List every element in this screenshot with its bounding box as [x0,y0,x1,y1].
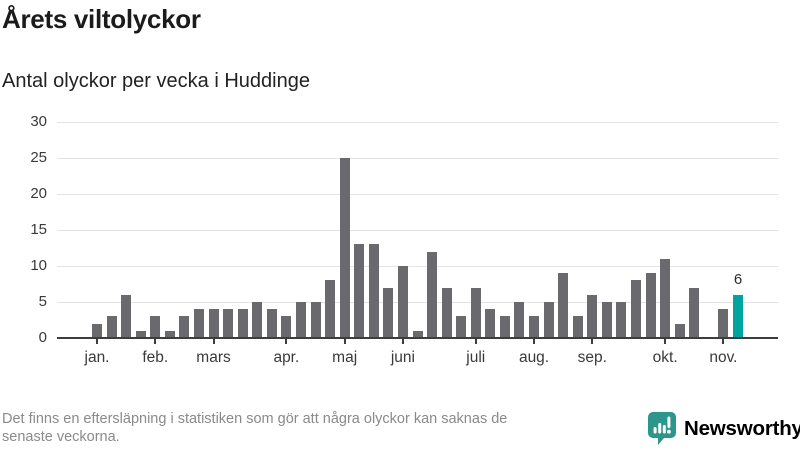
bar [339,158,350,338]
x-axis-tick [212,338,215,344]
x-axis-month-label: jan. [84,349,110,366]
gridline [57,301,778,303]
bar [441,287,452,338]
bar [135,330,146,338]
bar [281,316,292,338]
bar [412,330,423,338]
x-axis-tick [96,338,98,344]
bar [529,316,540,338]
x-axis-month-label: aug. [518,349,550,366]
bar [106,316,117,338]
footer-note-line: senaste veckorna. [2,429,120,445]
x-axis-tick [285,338,288,344]
x-axis-tick [154,338,157,344]
x-axis-tick [533,338,536,344]
bar [514,302,525,338]
bar [237,309,248,338]
bar [601,302,612,338]
bar [631,280,642,338]
bar [689,287,700,338]
bar [223,309,234,338]
x-axis-tick [343,338,346,344]
bar [718,309,729,338]
bar [499,316,510,338]
chart-subtitle: Antal olyckor per vecka i Huddinge [2,70,310,92]
y-axis-tick-label: 25 [30,149,47,166]
bar [645,273,656,338]
bar [456,316,467,338]
newsworthy-wordmark: Newsworthy [684,416,800,440]
bar [660,258,671,338]
bar [310,302,321,338]
gridline [57,121,778,123]
y-axis-tick-label: 20 [30,185,47,202]
x-axis-month-label: juli [466,349,486,366]
bar [193,309,204,338]
x-axis-month-label: juni [390,349,415,366]
bar [121,294,132,338]
y-axis-tick-label: 0 [38,329,47,346]
x-axis-month-label: sep. [577,349,607,366]
bar [572,316,583,338]
bar [383,287,394,338]
x-axis-tick [474,338,477,344]
gridline [57,265,778,267]
bar [150,316,161,338]
bar [92,323,102,338]
newsworthy-logo: Newsworthy [648,412,800,445]
x-axis-month-label: maj [332,349,358,366]
x-axis-month-label: nov. [709,349,738,366]
x-axis-month-label: feb. [142,349,169,366]
bar-value-label: 6 [733,270,743,288]
gridline [57,157,778,159]
chart-title: Årets viltolyckor [2,4,201,34]
x-axis-tick [722,338,725,344]
bar [295,302,306,338]
bar [179,316,190,338]
bar [164,330,175,338]
bar [208,309,219,338]
x-axis-month-label: okt. [652,349,678,366]
bar [325,280,336,338]
bar [543,302,554,338]
footer-note: Det finns en eftersläpning i statistiken… [2,410,507,446]
bar [674,323,685,338]
x-axis-tick [591,338,594,344]
footer-note-line: Det finns en eftersläpning i statistiken… [2,411,508,427]
bar [587,294,598,338]
bar [397,266,408,338]
bar [266,309,277,338]
bar [558,273,569,338]
bar [252,302,263,338]
y-axis-tick-label: 10 [30,257,47,274]
bar [368,244,379,338]
gridline [57,229,778,231]
highlighted-bar [733,294,743,338]
x-axis-tick [401,338,404,344]
newsworthy-speech-bubble-chart-icon [648,412,676,445]
plot-area: 6 jan. feb. mars apr. maj juni juli aug. sep. okt.… [57,121,778,366]
y-axis-tick-label: 15 [30,221,47,238]
bar [427,251,438,338]
y-axis-tick-label: 30 [30,113,47,130]
x-axis-month-label: mars [196,349,231,366]
bar [354,244,365,338]
bar [470,287,481,338]
bar [616,302,627,338]
y-axis-tick-label: 5 [38,293,47,310]
x-axis-tick [664,338,667,344]
x-axis-line [57,337,778,339]
bar [485,309,496,338]
gridline [57,193,778,195]
x-axis-month-label: apr. [273,349,300,366]
